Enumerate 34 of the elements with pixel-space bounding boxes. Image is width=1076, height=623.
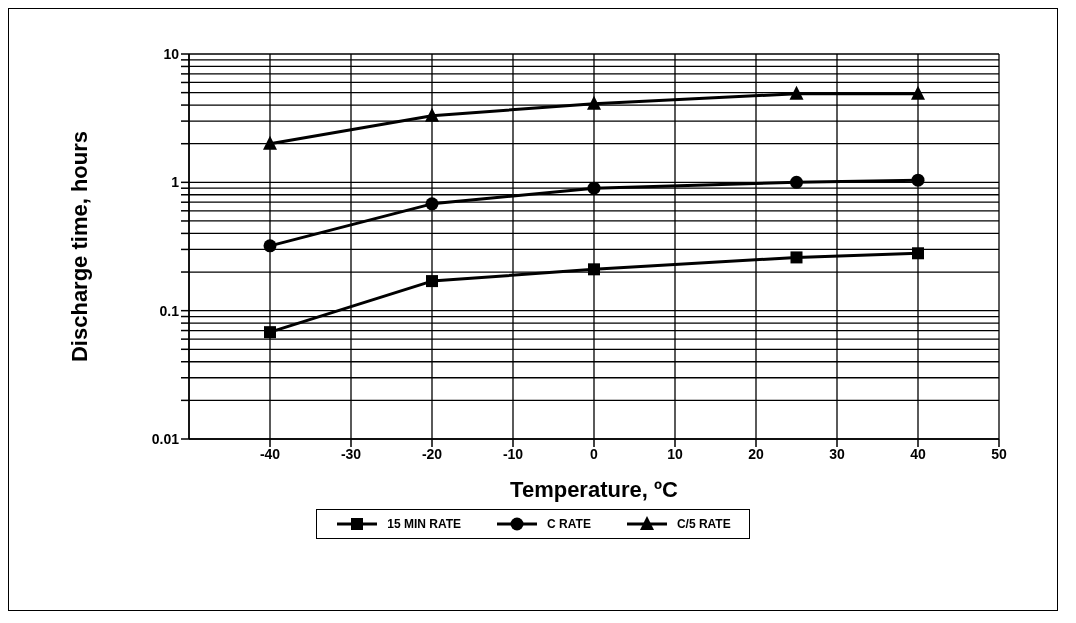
x-tick-label: 10: [667, 445, 683, 462]
x-tick-label: -30: [340, 445, 362, 462]
point: [911, 173, 925, 187]
point: [587, 181, 601, 195]
x-tick-label: 40: [910, 445, 926, 462]
y-tick-label: 1: [171, 174, 180, 191]
point: [789, 85, 804, 100]
y-tick-label: 10: [163, 45, 180, 62]
point: [790, 251, 803, 264]
point: [263, 239, 277, 253]
x-tick-label: 0: [590, 445, 599, 462]
x-tick-label: -40: [259, 445, 281, 462]
point: [425, 197, 439, 211]
legend-label: 15 MIN RATE: [387, 517, 462, 531]
x-tick-label: 20: [748, 445, 764, 462]
x-tick-label: 30: [829, 445, 845, 462]
point: [588, 263, 600, 276]
x-tick-label: 50: [991, 445, 1007, 462]
x-tick-label: -20: [421, 445, 443, 462]
point: [263, 135, 277, 150]
point: [426, 275, 438, 288]
y-tick-label: 0.01: [151, 430, 180, 447]
y-tick-label: 0.1: [159, 302, 180, 319]
point: [912, 247, 924, 260]
x-axis-title: Temperature, ºC: [510, 477, 678, 502]
legend-label: C/5 RATE: [676, 517, 731, 531]
point: [911, 85, 925, 100]
legend-label: C RATE: [547, 517, 591, 531]
point: [425, 107, 439, 122]
point: [587, 95, 601, 110]
point: [264, 326, 276, 339]
x-tick-label: -10: [502, 445, 524, 462]
point: [790, 175, 803, 189]
y-axis-title: Discharge time, hours: [66, 130, 92, 363]
